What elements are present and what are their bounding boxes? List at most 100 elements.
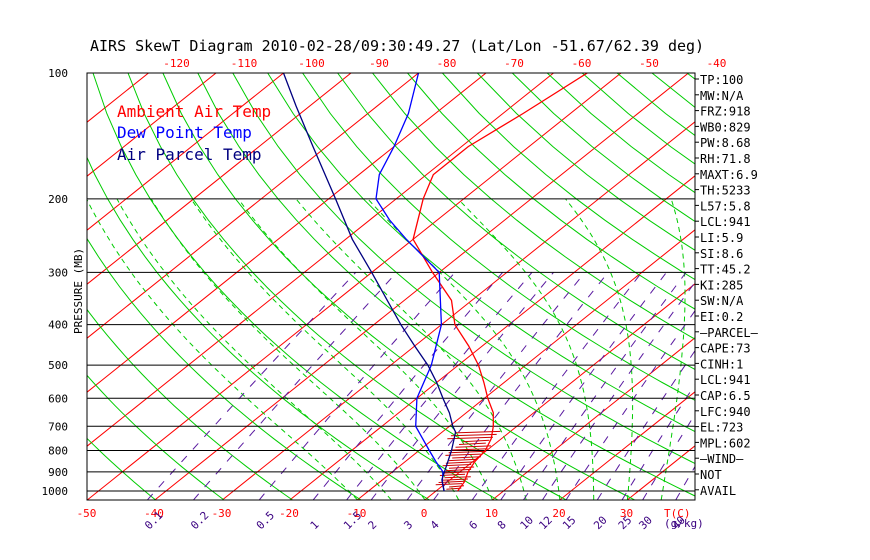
mixing-ratio-unit-label: (g/kg) (664, 517, 704, 530)
mixing-ratio-tick-label: 30 (636, 514, 655, 533)
index-value: EI:0.2 (700, 310, 743, 324)
moist-adiabat-line (295, 198, 527, 500)
legend-air-parcel-temp: Air Parcel Temp (117, 145, 262, 164)
top-temp-tick-label: -60 (572, 57, 592, 70)
pressure-tick-label: 700 (48, 420, 68, 433)
index-value: NOT (700, 468, 722, 482)
isotherm-line (0, 64, 25, 500)
index-value: CAPE:73 (700, 342, 751, 356)
mixing-ratio-line (406, 272, 586, 500)
legend-ambient-air-temp: Ambient Air Temp (117, 102, 271, 121)
isotherm-line (87, 73, 555, 447)
y-axis-label: PRESSURE (MB) (72, 248, 85, 334)
mixing-ratio-line (433, 272, 609, 500)
dry-adiabat-line (87, 374, 225, 500)
index-value: LCL:941 (700, 215, 751, 229)
index-value: L57:5.8 (700, 199, 751, 213)
moist-adiabat-line (660, 198, 686, 500)
pressure-tick-label: 400 (48, 319, 68, 332)
index-value: SW:N/A (700, 294, 744, 308)
pressure-tick-label: 800 (48, 444, 68, 457)
mixing-ratio-line (346, 272, 533, 500)
index-value: TP:100 (700, 73, 743, 87)
index-value: MW:N/A (700, 89, 744, 103)
moist-adiabat-line (116, 198, 392, 500)
index-value: FRZ:918 (700, 105, 751, 119)
dry-adiabat-line (87, 237, 362, 500)
isotherm-line (492, 337, 695, 500)
moist-adiabat-line (87, 198, 358, 500)
dry-adiabat-line (87, 156, 430, 500)
index-value: WB0:829 (700, 120, 751, 134)
index-value: SI:8.6 (700, 247, 743, 261)
top-temp-tick-label: -120 (163, 57, 190, 70)
dry-adiabat-line (302, 73, 695, 401)
dry-adiabat-line (476, 73, 695, 251)
mixing-ratio-tick-label: 1 (308, 518, 322, 532)
dry-adiabat-line (651, 73, 695, 108)
isotherm-line (289, 175, 695, 500)
x-axis-label: T(C) (664, 507, 691, 520)
dry-adiabat-line (372, 73, 695, 340)
mixing-ratio-line (523, 272, 687, 500)
series-dewpoint-line (375, 73, 445, 492)
index-value: MPL:602 (700, 436, 751, 450)
dry-adiabat-line (442, 73, 695, 281)
index-value: LCL:941 (700, 373, 751, 387)
bottom-temp-tick-label: 0 (421, 507, 428, 520)
mixing-ratio-tick-label: 20 (591, 514, 610, 533)
index-value: LI:5.9 (700, 231, 743, 245)
isotherm-line (87, 73, 487, 393)
mixing-ratio-tick-label: 3 (401, 518, 415, 532)
bottom-temp-tick-label: -50 (77, 507, 97, 520)
bottom-temp-tick-label: -10 (347, 507, 367, 520)
bottom-temp-tick-label: -40 (144, 507, 164, 520)
index-value: LFC:940 (700, 405, 751, 419)
isotherm-line (762, 64, 870, 500)
index-value: KI:285 (700, 278, 743, 292)
top-temp-tick-label: -90 (369, 57, 389, 70)
dry-adiabat-line (87, 437, 156, 500)
dry-adiabat-line (162, 73, 635, 500)
index-value: AVAIL (700, 484, 736, 498)
isotherm-line (424, 283, 695, 500)
bottom-temp-tick-label: 20 (552, 507, 565, 520)
pressure-tick-label: 300 (48, 266, 68, 279)
top-temp-tick-label: -40 (707, 57, 727, 70)
pressure-tick-label: 600 (48, 392, 68, 405)
index-value: CINH:1 (700, 357, 743, 371)
plot-frame (86, 72, 696, 501)
pressure-tick-label: 200 (48, 193, 68, 206)
dry-adiabat-line (127, 73, 567, 500)
mixing-ratio-tick-label: 4 (428, 518, 442, 532)
isotherm-line (357, 229, 695, 500)
series-ambient-line (412, 73, 588, 492)
mixing-ratio-tick-label: 0.5 (254, 509, 277, 532)
isotherm-line (154, 73, 690, 500)
index-value: PW:8.68 (700, 136, 751, 150)
isotherm-line (87, 73, 217, 177)
mixing-ratio-tick-label: 0.2 (188, 509, 211, 532)
isotherm-line (559, 391, 695, 500)
index-value: EL:723 (700, 421, 743, 435)
dry-adiabat-line (197, 73, 695, 497)
isotherm-line (87, 73, 285, 231)
top-temp-tick-label: -50 (639, 57, 659, 70)
moist-adiabat-line (237, 198, 493, 500)
index-value: TH:5233 (700, 184, 751, 198)
index-value: RH:71.8 (700, 152, 751, 166)
index-value: –WIND– (700, 452, 744, 466)
pressure-tick-label: 900 (48, 466, 68, 479)
pressure-tick-label: 500 (48, 359, 68, 372)
bottom-temp-tick-label: -20 (279, 507, 299, 520)
bottom-temp-tick-label: 10 (485, 507, 498, 520)
top-temp-tick-label: -110 (231, 57, 258, 70)
index-value: –PARCEL– (700, 326, 759, 340)
mixing-ratio-tick-label: 6 (466, 518, 480, 532)
mixing-ratio-tick-label: 10 (518, 514, 537, 533)
dry-adiabat-line (407, 73, 695, 310)
mixing-ratio-line (147, 272, 357, 500)
moist-adiabat-line (457, 198, 595, 500)
legend-dew-point-temp: Dew Point Temp (117, 123, 252, 142)
